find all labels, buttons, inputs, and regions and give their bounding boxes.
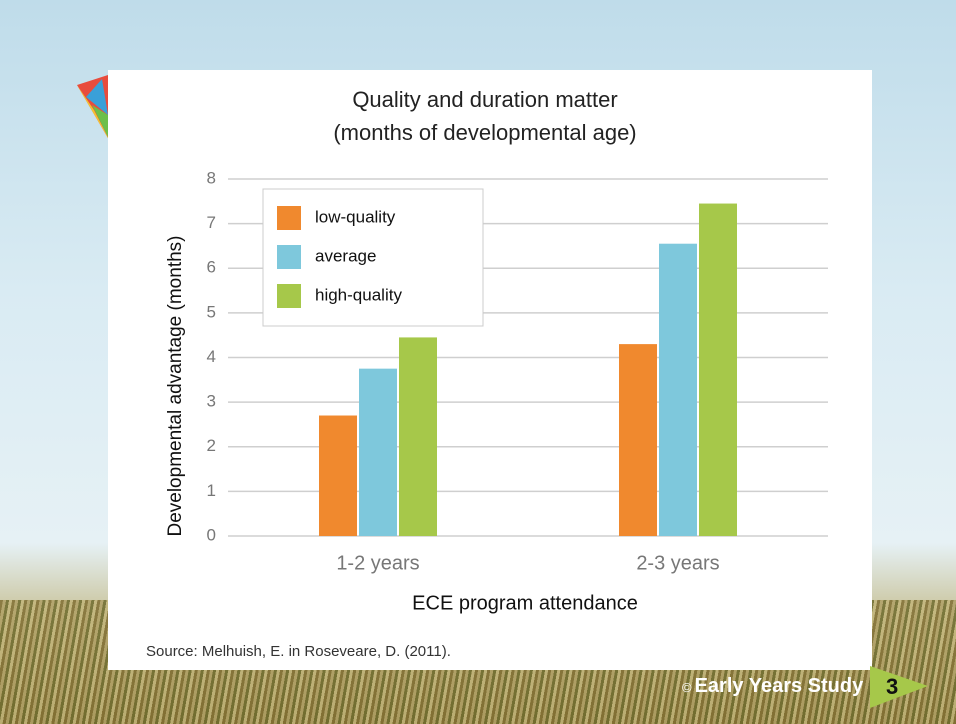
bar bbox=[619, 344, 657, 536]
legend-label: low-quality bbox=[315, 207, 396, 226]
bar bbox=[319, 415, 357, 536]
kite-icon bbox=[77, 75, 112, 145]
bar bbox=[659, 243, 697, 537]
x-tick-label: 2-3 years bbox=[636, 552, 719, 574]
y-axis-label: Developmental advantage (months) bbox=[165, 235, 186, 536]
page-number: 3 bbox=[886, 674, 898, 699]
bar bbox=[359, 368, 397, 536]
y-tick-label: 4 bbox=[207, 347, 216, 366]
legend-swatch bbox=[277, 284, 301, 308]
brand: Early Years Study bbox=[694, 675, 864, 697]
y-tick-label: 1 bbox=[207, 481, 216, 500]
x-tick-label: 1-2 years bbox=[336, 552, 419, 574]
chart-title: Quality and duration matter bbox=[352, 87, 617, 112]
chart-panel bbox=[108, 70, 872, 670]
legend-swatch bbox=[277, 206, 301, 230]
y-tick-label: 2 bbox=[207, 436, 216, 455]
y-tick-label: 6 bbox=[207, 258, 216, 277]
bar bbox=[699, 203, 737, 536]
x-axis-label: ECE program attendance bbox=[412, 592, 638, 614]
copyright-symbol: © bbox=[682, 680, 692, 695]
y-tick-label: 0 bbox=[207, 525, 216, 544]
footer: © Early Years Study bbox=[682, 675, 863, 698]
legend-label: high-quality bbox=[315, 285, 402, 304]
source-note: Source: Melhuish, E. in Roseveare, D. (2… bbox=[146, 643, 451, 660]
legend-swatch bbox=[277, 245, 301, 269]
y-tick-label: 8 bbox=[207, 168, 216, 187]
page-badge: 3 bbox=[870, 666, 928, 708]
y-tick-label: 7 bbox=[207, 213, 216, 232]
chart-subtitle: (months of developmental age) bbox=[333, 120, 636, 145]
bar bbox=[399, 337, 437, 536]
y-tick-label: 5 bbox=[207, 302, 216, 321]
legend-label: average bbox=[315, 246, 376, 265]
y-tick-label: 3 bbox=[207, 392, 216, 411]
